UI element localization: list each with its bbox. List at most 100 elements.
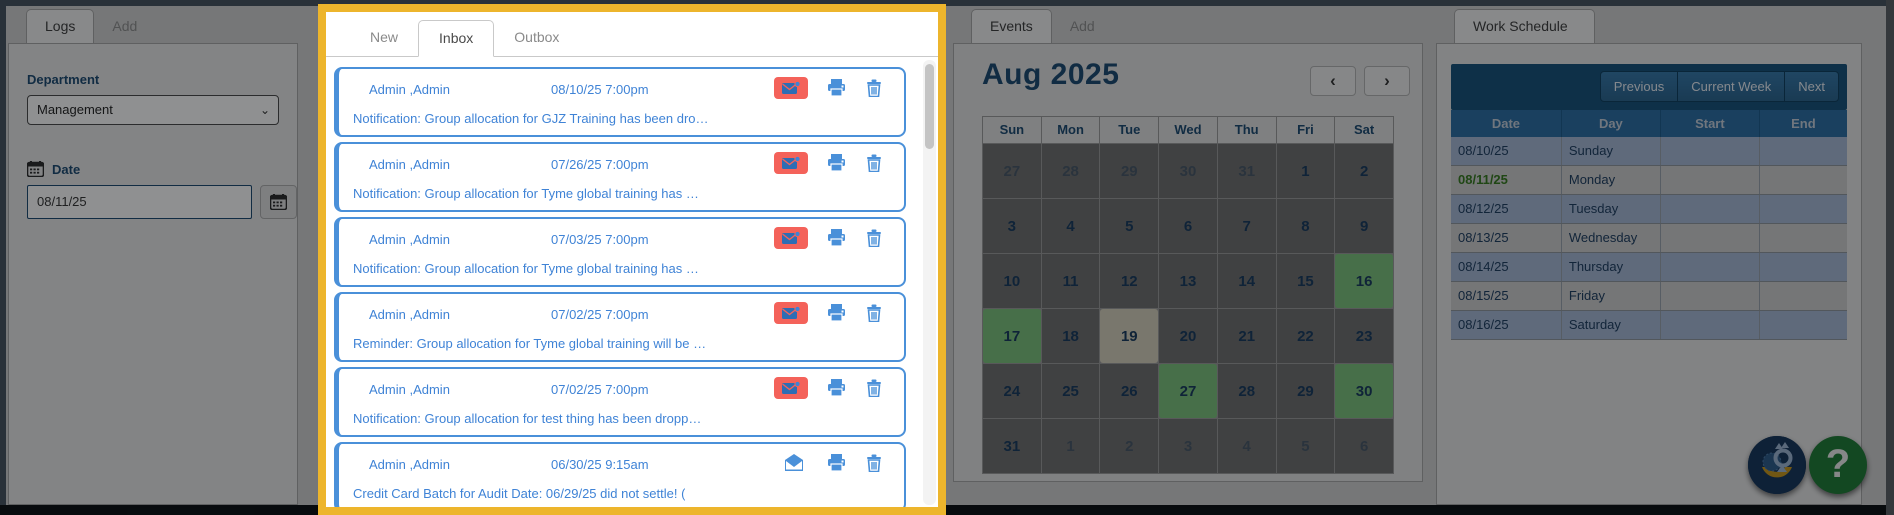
tab-events-add[interactable]: Add xyxy=(1069,18,1095,34)
calendar-day-cell[interactable]: 31 xyxy=(1217,144,1276,198)
calendar-day-cell[interactable]: 29 xyxy=(1276,364,1335,418)
message-card[interactable]: Admin ,Admin 07/26/25 7:00pm xyxy=(334,142,906,212)
unread-envelope-badge[interactable] xyxy=(774,227,808,249)
next-week-button[interactable]: Next xyxy=(1784,71,1839,102)
unread-envelope-badge[interactable] xyxy=(774,152,808,174)
calendar-day-cell[interactable]: 24 xyxy=(983,364,1041,418)
calendar-day-cell[interactable]: 15 xyxy=(1276,254,1335,308)
tab-inbox[interactable]: Inbox xyxy=(418,20,495,57)
schedule-date-cell: 08/11/25 xyxy=(1451,166,1562,194)
print-button[interactable] xyxy=(827,154,846,177)
calendar-day-cell[interactable]: 27 xyxy=(1159,364,1217,418)
read-envelope-icon[interactable] xyxy=(784,454,804,477)
calendar-day-cell[interactable]: 6 xyxy=(1159,199,1217,253)
schedule-row[interactable]: 08/12/25 Tuesday xyxy=(1451,195,1847,224)
message-card[interactable]: Admin ,Admin 07/02/25 7:00pm xyxy=(334,367,906,437)
calendar-day-cell[interactable]: 7 xyxy=(1217,199,1276,253)
calendar-day-cell[interactable]: 12 xyxy=(1100,254,1159,308)
column-header-end: End xyxy=(1791,116,1816,131)
trash-icon xyxy=(867,454,881,473)
calendar-day-cell[interactable]: 13 xyxy=(1159,254,1217,308)
print-button[interactable] xyxy=(827,79,846,102)
calendar-day-cell[interactable]: 9 xyxy=(1335,199,1393,253)
calendar-day-cell[interactable]: 3 xyxy=(983,199,1041,253)
trash-icon xyxy=(867,229,881,248)
calendar-day-cell[interactable]: 2 xyxy=(1335,144,1393,198)
message-card[interactable]: Admin ,Admin 07/03/25 7:00pm xyxy=(334,217,906,287)
calendar-day-cell[interactable]: 4 xyxy=(1041,199,1100,253)
schedule-row[interactable]: 08/13/25 Wednesday xyxy=(1451,224,1847,253)
tab-work-schedule[interactable]: Work Schedule xyxy=(1454,9,1595,43)
message-card[interactable]: Admin ,Admin 07/02/25 7:00pm xyxy=(334,292,906,362)
calendar-day-cell[interactable]: 19 xyxy=(1100,309,1159,363)
calendar-day-cell[interactable]: 6 xyxy=(1335,419,1393,473)
print-button[interactable] xyxy=(827,379,846,402)
calendar-day-cell[interactable]: 21 xyxy=(1217,309,1276,363)
calendar-day-cell[interactable]: 5 xyxy=(1100,199,1159,253)
delete-button[interactable] xyxy=(866,79,882,102)
calendar-day-cell[interactable]: 22 xyxy=(1276,309,1335,363)
calendar-day-cell[interactable]: 11 xyxy=(1041,254,1100,308)
scrollbar-thumb[interactable] xyxy=(925,64,934,149)
unread-envelope-badge[interactable] xyxy=(774,77,808,99)
calendar-day-cell[interactable]: 1 xyxy=(1041,419,1100,473)
calendar-day-cell[interactable]: 29 xyxy=(1100,144,1159,198)
help-button[interactable]: ? xyxy=(1809,436,1867,494)
message-sender: Admin ,Admin xyxy=(369,82,450,97)
schedule-row[interactable]: 08/14/25 Thursday xyxy=(1451,253,1847,282)
schedule-row[interactable]: 08/15/25 Friday xyxy=(1451,282,1847,311)
tab-logs-add[interactable]: Add xyxy=(112,18,138,34)
message-card[interactable]: Admin ,Admin 06/30/25 9:15am xyxy=(334,442,906,507)
delete-button[interactable] xyxy=(866,379,882,402)
calendar-day-cell[interactable]: 27 xyxy=(983,144,1041,198)
calendar-day-cell[interactable]: 1 xyxy=(1276,144,1335,198)
calendar-day-cell[interactable]: 23 xyxy=(1335,309,1393,363)
schedule-date-cell: 08/15/25 xyxy=(1451,282,1562,310)
calendar-day-cell[interactable]: 30 xyxy=(1159,144,1217,198)
calendar-next-button[interactable]: › xyxy=(1364,66,1410,96)
calendar-icon xyxy=(269,194,287,210)
calendar-prev-button[interactable]: ‹ xyxy=(1310,66,1356,96)
calendar-day-cell[interactable]: 10 xyxy=(983,254,1041,308)
date-picker-button[interactable] xyxy=(259,185,297,219)
calendar-day-cell[interactable]: 8 xyxy=(1276,199,1335,253)
department-select[interactable]: Management ⌄ xyxy=(27,95,279,125)
unread-envelope-badge[interactable] xyxy=(774,302,808,324)
schedule-row[interactable]: 08/10/25 Sunday xyxy=(1451,137,1847,166)
calendar-day-cell[interactable]: 28 xyxy=(1041,144,1100,198)
app-logo-button[interactable] xyxy=(1748,436,1806,494)
date-input[interactable]: 08/11/25 xyxy=(27,185,252,219)
delete-button[interactable] xyxy=(866,304,882,327)
calendar-day-cell[interactable]: 16 xyxy=(1335,254,1393,308)
calendar-day-cell[interactable]: 2 xyxy=(1100,419,1159,473)
unread-envelope-badge[interactable] xyxy=(774,377,808,399)
delete-button[interactable] xyxy=(866,454,882,477)
print-button[interactable] xyxy=(827,304,846,327)
delete-button[interactable] xyxy=(866,229,882,252)
schedule-row[interactable]: 08/11/25 Monday xyxy=(1451,166,1847,195)
tab-outbox[interactable]: Outbox xyxy=(514,29,560,45)
calendar-day-cell[interactable]: 14 xyxy=(1217,254,1276,308)
calendar-day-cell[interactable]: 25 xyxy=(1041,364,1100,418)
calendar-day-cell[interactable]: 3 xyxy=(1159,419,1217,473)
calendar-day-cell[interactable]: 18 xyxy=(1041,309,1100,363)
tab-new[interactable]: New xyxy=(370,29,399,45)
current-week-button[interactable]: Current Week xyxy=(1677,71,1786,102)
calendar-day-cell[interactable]: 17 xyxy=(983,309,1041,363)
print-button[interactable] xyxy=(827,229,846,252)
calendar-day-cell[interactable]: 20 xyxy=(1159,309,1217,363)
delete-button[interactable] xyxy=(866,154,882,177)
message-list-scrollbar[interactable] xyxy=(923,60,936,505)
calendar-day-cell[interactable]: 5 xyxy=(1276,419,1335,473)
tab-logs[interactable]: Logs xyxy=(26,9,95,43)
calendar-day-cell[interactable]: 26 xyxy=(1100,364,1159,418)
calendar-day-cell[interactable]: 30 xyxy=(1335,364,1393,418)
previous-week-button[interactable]: Previous xyxy=(1599,71,1679,102)
calendar-day-cell[interactable]: 4 xyxy=(1217,419,1276,473)
tab-events[interactable]: Events xyxy=(971,9,1052,43)
message-card[interactable]: Admin ,Admin 08/10/25 7:00pm xyxy=(334,67,906,137)
schedule-row[interactable]: 08/16/25 Saturday xyxy=(1451,311,1847,340)
calendar-day-cell[interactable]: 31 xyxy=(983,419,1041,473)
print-button[interactable] xyxy=(827,454,846,477)
calendar-day-cell[interactable]: 28 xyxy=(1217,364,1276,418)
